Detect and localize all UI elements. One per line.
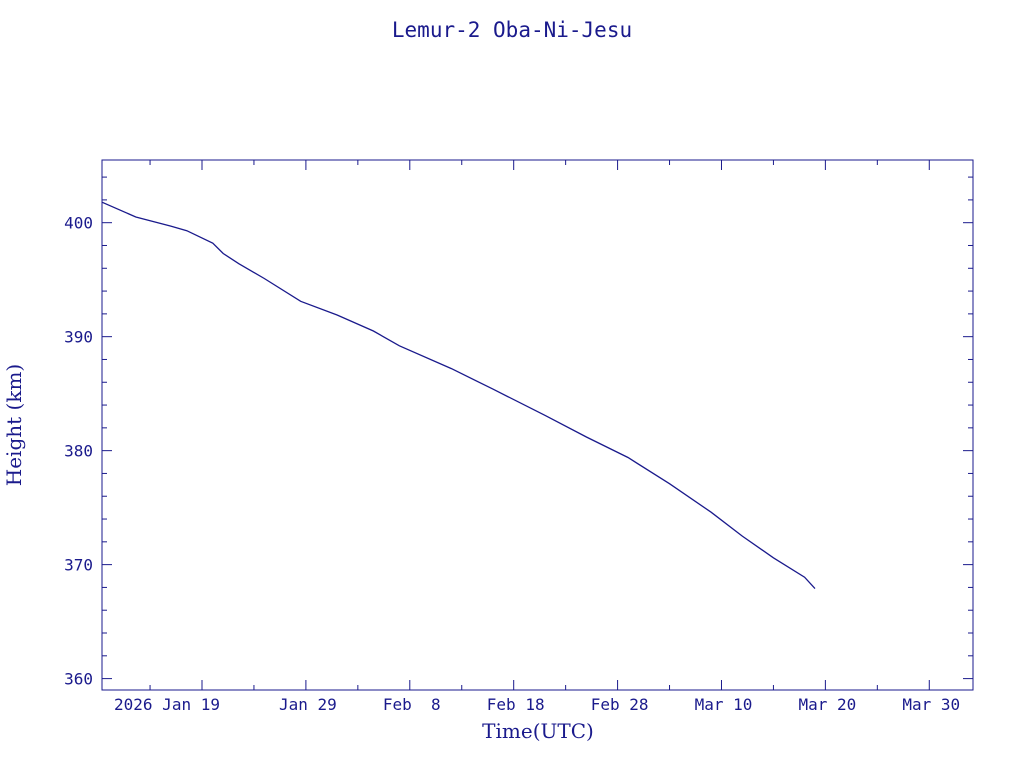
y-tick-labels: 360 370 380 390 400	[64, 214, 93, 689]
x-tick-label: Mar 10	[695, 695, 753, 714]
height-series-line	[101, 201, 816, 590]
y-tick-label: 390	[64, 328, 93, 347]
x-tick-label: Feb 28	[591, 695, 649, 714]
y-axis-label: Height (km)	[2, 364, 26, 486]
y-tick-label: 380	[64, 442, 93, 461]
axis-ticks	[102, 160, 973, 690]
plot-frame	[101, 159, 974, 691]
x-tick-label: Jan 29	[279, 695, 337, 714]
x-tick-label: Mar 20	[798, 695, 856, 714]
x-tick-label: Feb 18	[487, 695, 545, 714]
x-tick-label: Feb 8	[383, 695, 441, 714]
chart-title: Lemur-2 Oba-Ni-Jesu	[392, 18, 632, 42]
y-tick-label: 360	[64, 670, 93, 689]
x-axis-label: Time(UTC)	[482, 719, 594, 743]
y-tick-label: 370	[64, 556, 93, 575]
x-tick-labels: 2026 Jan 19 Jan 29 Feb 8 Feb 18 Feb 28 Mar 10…	[114, 695, 960, 714]
y-tick-label: 400	[64, 214, 93, 233]
x-tick-label: 2026 Jan 19	[114, 695, 220, 714]
x-tick-label: Mar 30	[902, 695, 960, 714]
